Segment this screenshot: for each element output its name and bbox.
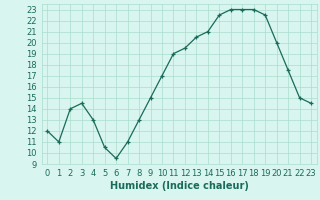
X-axis label: Humidex (Indice chaleur): Humidex (Indice chaleur) xyxy=(110,181,249,191)
